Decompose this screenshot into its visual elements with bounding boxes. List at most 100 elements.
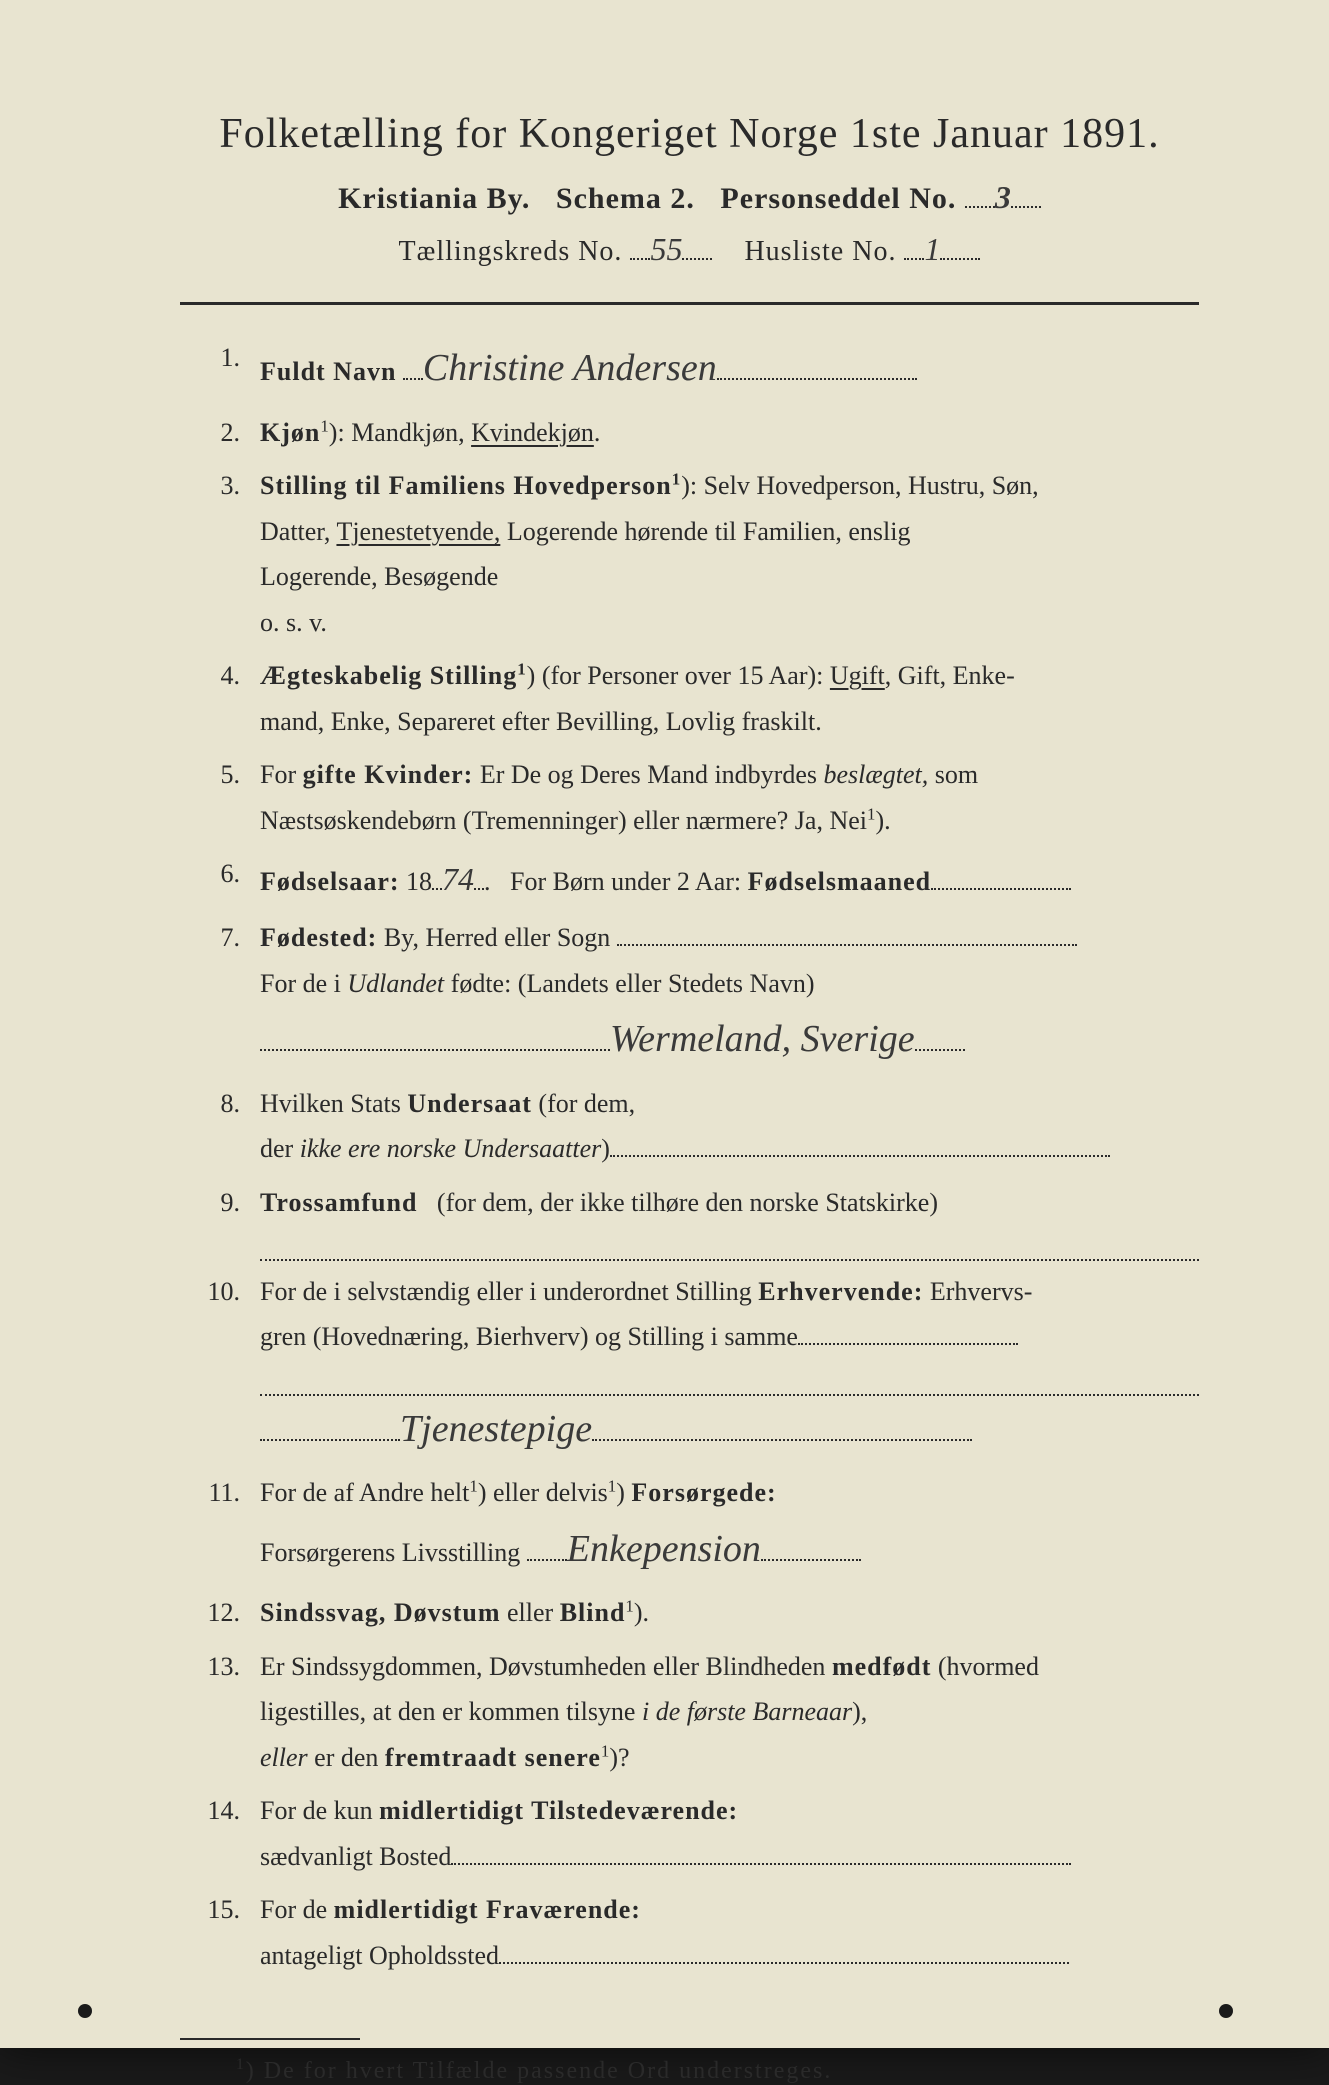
q10-label: Erhvervende:	[758, 1277, 923, 1306]
q5-label: gifte Kvinder:	[303, 760, 474, 789]
q1-value: Christine Andersen	[423, 335, 717, 402]
q15-label: midlertidigt Fraværende:	[334, 1895, 641, 1924]
q7-value: Wermeland, Sverige	[610, 1006, 915, 1073]
q13: 13. Er Sindssygdommen, Døvstumheden elle…	[180, 1644, 1199, 1781]
q13-line2a: ligestilles, at den er kommen tilsyne	[260, 1697, 635, 1726]
q15-a: For de	[260, 1895, 327, 1924]
q7-rest: By, Herred eller Sogn	[384, 923, 610, 952]
q4-rest1: , Gift, Enke-	[885, 661, 1015, 690]
taellingskreds-label: Tællingskreds No.	[399, 236, 623, 267]
q6: 6. Fødselsaar: 1874. For Børn under 2 Aa…	[180, 851, 1199, 907]
q1-label: Fuldt Navn	[260, 357, 396, 386]
q7-line2a: For de i	[260, 969, 341, 998]
husliste-no: 1	[924, 231, 940, 267]
q12-sup: 1	[625, 1596, 633, 1615]
q3-line1: Selv Hovedperson, Hustru, Søn,	[704, 471, 1039, 500]
q5-sup: 1	[867, 804, 875, 823]
q8-a: Hvilken Stats	[260, 1089, 401, 1118]
q4-selected: Ugift	[830, 661, 885, 690]
q3-line4: o. s. v.	[260, 608, 327, 637]
pinhole-right	[1219, 2004, 1233, 2018]
q14-label: midlertidigt Tilstedeværende:	[379, 1796, 738, 1825]
subtitle-line-2: Tællingskreds No. 55 Husliste No. 1	[180, 230, 1199, 268]
q2: 2. Kjøn1): Mandkjøn, Kvindekjøn.	[180, 410, 1199, 456]
q12-mid: eller	[507, 1598, 553, 1627]
q10-value: Tjenestepige	[400, 1396, 592, 1463]
q4-sup: 1	[517, 659, 526, 678]
husliste-label: Husliste No.	[744, 236, 896, 267]
q6-label2: Fødselsmaaned	[748, 867, 931, 896]
q9-num: 9.	[180, 1180, 260, 1261]
q13-line3c: fremtraadt senere	[385, 1743, 601, 1772]
q4: 4. Ægteskabelig Stilling1) (for Personer…	[180, 653, 1199, 744]
q3-label: Stilling til Familiens Hovedperson	[260, 471, 672, 500]
q7-num: 7.	[180, 915, 260, 1073]
q11: 11. For de af Andre helt1) eller delvis1…	[180, 1470, 1199, 1582]
q4-line2: mand, Enke, Separeret efter Bevilling, L…	[260, 707, 822, 736]
q3-selected: Tjenestetyende,	[336, 517, 500, 546]
q10-blank1	[260, 1360, 1199, 1396]
footnote-rule	[180, 2038, 360, 2040]
q11-sup2: 1	[608, 1476, 616, 1495]
city: Kristiania By.	[338, 182, 530, 215]
q12-label: Sindssvag, Døvstum	[260, 1598, 501, 1627]
q11-num: 11.	[180, 1470, 260, 1582]
q5-num: 5.	[180, 752, 260, 843]
q10-rest: Erhvervs-	[930, 1277, 1033, 1306]
q8: 8. Hvilken Stats Undersaat (for dem, der…	[180, 1081, 1199, 1172]
q10-num: 10.	[180, 1269, 260, 1462]
q11-sup1: 1	[469, 1476, 477, 1495]
q9-rest: (for dem, der ikke tilhøre den norske St…	[437, 1188, 938, 1217]
q13-line3b: er den	[314, 1743, 378, 1772]
q8-line2i: ikke ere norske Undersaatter	[300, 1134, 602, 1163]
taellingskreds-no: 55	[650, 231, 682, 267]
subtitle-line: Kristiania By. Schema 2. Personseddel No…	[180, 176, 1199, 216]
q15-num: 15.	[180, 1887, 260, 1978]
q6-num: 6.	[180, 851, 260, 907]
q11-label: Forsørgede:	[631, 1478, 776, 1507]
q5-pre: For	[260, 760, 296, 789]
q9: 9. Trossamfund (for dem, der ikke tilhør…	[180, 1180, 1199, 1261]
q13-line2i: i de første Barneaar	[642, 1697, 852, 1726]
q11-line2: Forsørgerens Livsstilling	[260, 1538, 520, 1567]
q7: 7. Fødested: By, Herred eller Sogn For d…	[180, 915, 1199, 1073]
q14-a: For de kun	[260, 1796, 373, 1825]
q3-line2b: Logerende hørende til Familien, enslig	[507, 517, 911, 546]
q9-blank	[260, 1225, 1199, 1261]
q11-value: Enkepension	[567, 1516, 761, 1583]
q6-mid: For Børn under 2 Aar:	[510, 867, 741, 896]
schema: Schema 2.	[556, 182, 695, 215]
q2-label: Kjøn	[260, 418, 320, 447]
q13-line3a: eller	[260, 1743, 308, 1772]
q4-mid: ) (for Personer over 15 Aar):	[527, 661, 824, 690]
q13-c: (hvormed	[938, 1652, 1039, 1681]
q3: 3. Stilling til Familiens Hovedperson1):…	[180, 463, 1199, 645]
personseddel-label: Personseddel No.	[720, 182, 956, 215]
q4-num: 4.	[180, 653, 260, 744]
census-form-page: Folketælling for Kongeriget Norge 1ste J…	[0, 0, 1329, 2048]
pinhole-left	[78, 2004, 92, 2018]
q13-b: medfødt	[832, 1652, 931, 1681]
q14-num: 14.	[180, 1788, 260, 1879]
q11-b: ) eller delvis	[478, 1478, 608, 1507]
q2-num: 2.	[180, 410, 260, 456]
q10-a: For de i selvstændig eller i underordnet…	[260, 1277, 752, 1306]
footnote-sup: 1	[236, 2056, 246, 2073]
q2-opt-a: Mandkjøn,	[351, 418, 464, 447]
q7-line2b: fødte: (Landets eller Stedets Navn)	[451, 969, 815, 998]
footnote-text: ) De for hvert Tilfælde passende Ord und…	[246, 2058, 833, 2084]
q15-line2: antageligt Opholdssted	[260, 1941, 499, 1970]
q11-c: )	[616, 1478, 625, 1507]
q8-line2a: der	[260, 1134, 293, 1163]
q1: 1. Fuldt Navn Christine Andersen	[180, 335, 1199, 402]
q14: 14. For de kun midlertidigt Tilstedevære…	[180, 1788, 1199, 1879]
q8-b: (for dem,	[538, 1089, 635, 1118]
q2-selected: Kvindekjøn	[471, 418, 594, 447]
q3-sup: 1	[672, 469, 681, 488]
personseddel-no: 3	[995, 179, 1011, 215]
q3-line3: Logerende, Besøgende	[260, 562, 498, 591]
q13-line3d: )?	[609, 1743, 629, 1772]
q8-num: 8.	[180, 1081, 260, 1172]
q13-num: 13.	[180, 1644, 260, 1781]
q6-label: Fødselsaar:	[260, 867, 400, 896]
